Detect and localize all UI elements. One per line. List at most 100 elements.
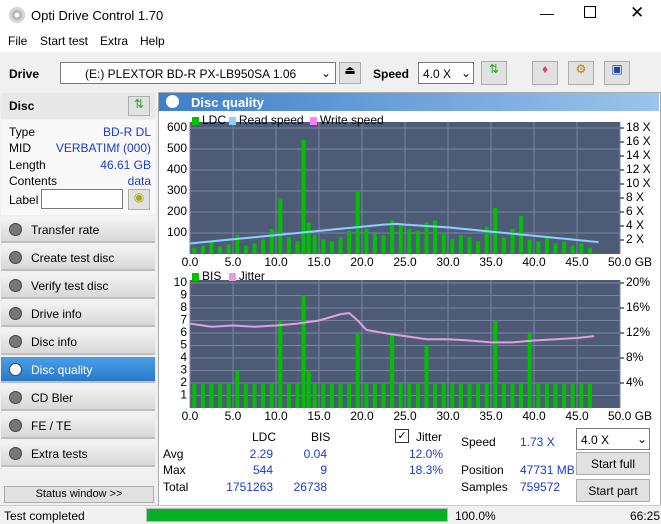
bar [252,383,257,408]
nav-button[interactable]: Create test disc [1,245,155,271]
bar [372,383,377,408]
drive-value: (E:) PLEXTOR BD-R PX-LB950SA 1.06 [85,67,297,81]
x-tick-label: 5.0 [225,409,242,423]
bar [570,383,575,408]
nav-button[interactable]: Verify test disc [1,273,155,299]
x-tick-label: 25.0 [393,255,417,269]
bar [407,383,412,408]
drive-label: Drive [9,67,40,81]
bar [467,383,472,408]
menu-item[interactable]: Start test [40,34,89,48]
nav-label: CD Bler [31,391,74,405]
bar [519,383,524,408]
nav-label: Drive info [31,307,82,321]
bar [424,222,429,254]
jitter-label: Jitter [416,430,443,444]
info-value: 46.61 GB [100,158,151,172]
bar [398,224,403,254]
x-tick-label: 45.0 [565,409,589,423]
erase-button[interactable]: ♦ [532,61,558,85]
eject-button[interactable]: ⏏ [339,62,361,84]
bar [450,239,455,254]
save-button[interactable]: ▣ [604,61,630,85]
bar [381,383,386,408]
nav-label: Transfer rate [31,223,100,237]
nav-button-selected[interactable]: Disc quality [1,357,155,383]
y2-tick-label: 6 X [626,204,644,218]
bar [484,226,489,254]
nav-button[interactable]: CD Bler [1,385,155,411]
samples-value: 759572 [520,480,561,494]
y2-tick-label: 4 X [626,218,644,232]
bar [493,320,498,408]
y2-tick-label: 14 X [626,148,651,162]
menu-item[interactable]: File [8,34,28,48]
info-key: Type [9,125,36,139]
nav-button[interactable]: FE / TE [1,413,155,439]
disc-refresh[interactable]: ⇅ [128,96,150,116]
maximize[interactable] [584,6,596,18]
x-tick-label: 15.0 [307,409,331,423]
speed-value: 1.73 X [520,435,555,449]
test-speed-select[interactable]: 4.0 X ⌄ [576,428,650,450]
start-full-button[interactable]: Start full [576,452,650,475]
test-speed-value: 4.0 X [581,433,610,447]
nav-button[interactable]: Extra tests [1,441,155,467]
bar [510,383,515,408]
status-window-button[interactable]: Status window >> [4,486,154,503]
x-tick-label: 35.0 [479,409,503,423]
bar [390,220,395,254]
bar [424,345,429,408]
bar [312,235,317,254]
nav-button[interactable]: Drive info [1,301,155,327]
y2-tick-label: 20% [626,275,650,289]
nav-button[interactable]: Disc info [1,329,155,355]
start-part-button[interactable]: Start part [576,479,650,502]
speed-label: Speed [373,67,410,81]
stat-value: 9 [320,463,327,477]
drive-select[interactable]: (E:) PLEXTOR BD-R PX-LB950SA 1.06 ⌄ [60,62,336,84]
bar [501,237,506,254]
stat-value: 12.0% [408,447,443,461]
y-tick-label: 10 [174,275,188,289]
bar [372,233,377,254]
menu-item[interactable]: Help [140,34,165,48]
panel-title: Disc quality [191,95,264,110]
bar [501,383,506,408]
close[interactable]: ✕ [630,3,645,22]
x-tick-label: 30.0 [436,409,460,423]
bar [243,245,248,254]
bar [587,247,592,254]
bar [476,241,481,254]
settings-button[interactable]: ⚙ [568,61,594,85]
y2-tick-label: 12% [626,325,650,339]
menu-item[interactable]: Extra [100,34,129,48]
bar [218,383,223,408]
position-value: 47731 MB [520,463,575,477]
bar [381,235,386,254]
bar [261,239,266,254]
y2-tick-label: 16% [626,300,650,314]
bar [458,235,463,254]
label-button[interactable]: ◉ [128,189,150,210]
bar [544,237,549,254]
stat-label: Avg [163,447,184,461]
refresh-button[interactable]: ⇅ [481,61,507,85]
y-tick-label: 1 [180,388,187,402]
bar [269,228,274,254]
label-input[interactable] [41,189,123,209]
minimize[interactable]: — [540,5,554,21]
speed-select[interactable]: 4.0 X ⌄ [418,62,474,84]
jitter-checkbox[interactable]: ✓ [395,429,409,443]
nav-button[interactable]: Transfer rate [1,217,155,243]
y-tick-label: 3 [180,363,187,377]
samples-key: Samples [461,480,508,494]
bar [493,207,498,254]
y2-tick-label: 18 X [626,120,651,134]
info-value: data [127,174,151,188]
bar [553,383,558,408]
x-tick-label: 5.0 [225,255,242,269]
info-value: BD-R DL [102,125,151,139]
